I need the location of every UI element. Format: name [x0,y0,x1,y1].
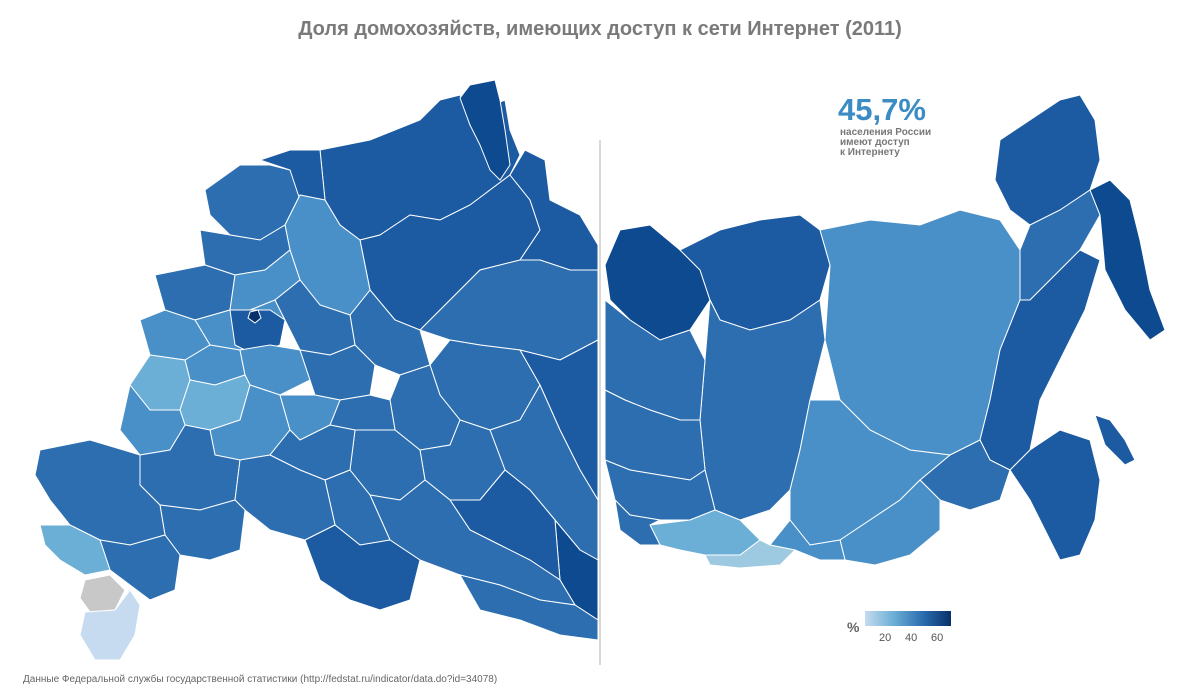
legend-tick: 20 [879,632,892,644]
region-primorye[interactable] [1009,429,1101,561]
map-title: Доля домохозяйств, имеющих доступ к сети… [298,18,902,40]
map-east-half [604,94,1166,569]
region-dagestan[interactable] [79,589,141,661]
legend-tick: 40 [905,632,918,644]
region-moscow-oblast[interactable] [229,309,286,356]
region-orenburg[interactable] [369,479,576,606]
region-altai[interactable] [458,574,599,641]
region-tuva[interactable] [704,539,797,569]
region-nizhny-novgorod[interactable] [299,344,376,401]
region-kamchatka[interactable] [1089,179,1166,341]
region-stavropol[interactable] [99,534,181,601]
headline-caption-line: к Интернету [840,147,900,158]
region-novaya-zemlya[interactable] [459,79,511,181]
legend-unit: % [847,619,860,635]
region-moscow-city[interactable] [247,309,262,324]
region-astrakhan[interactable] [304,524,421,611]
region-khakassia[interactable] [614,498,662,546]
headline-caption-line: населения России [840,127,932,138]
legend-tick: 60 [931,632,944,644]
region-karachay[interactable] [39,524,111,576]
region-sakhalin[interactable] [1094,414,1136,466]
headline-value: 45,7% [838,92,926,127]
source-note: Данные Федеральной службы государственно… [23,674,498,685]
map-west-half [34,79,599,661]
region-chukotka[interactable] [994,94,1101,226]
headline-caption: населения России имеют доступ к Интернет… [840,128,960,158]
region-buryatia[interactable] [839,479,941,566]
legend-color-bar [865,611,951,626]
headline-caption-line: имеют доступ [840,137,910,148]
